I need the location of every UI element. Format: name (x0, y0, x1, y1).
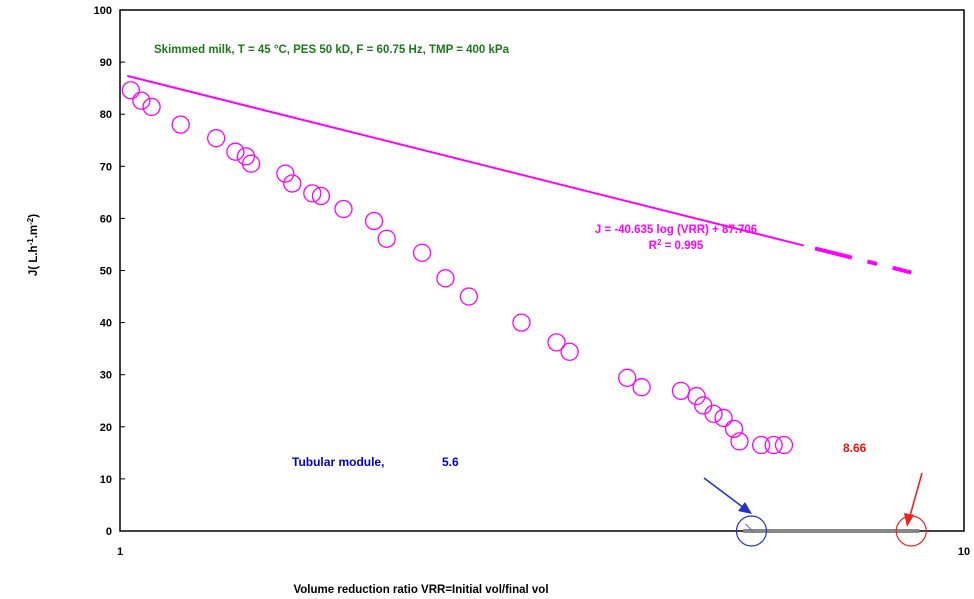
data-point (207, 129, 226, 148)
module-value: 5.6 (442, 455, 459, 469)
fit-r-squared: R2 = 0.995 (649, 238, 704, 252)
data-point (724, 419, 744, 439)
data-point (547, 333, 566, 352)
data-point (241, 154, 261, 173)
data-point (764, 435, 783, 455)
x-axis-label: Volume reduction ratio VRR=Initial vol/f… (293, 584, 548, 596)
data-point (364, 211, 384, 231)
zero-point-module (735, 515, 768, 547)
data-point (704, 404, 723, 423)
y-axis-ticks: 0 10 20 30 40 50 60 70 80 90 100 (94, 5, 125, 538)
y-tick-label: 60 (100, 213, 112, 225)
y-label-part-2: .m (28, 225, 40, 238)
y-label-sup-1: -1 (26, 238, 35, 246)
r2-superscript: 2 (657, 238, 662, 247)
data-point (687, 386, 706, 406)
arrow-module-head (738, 502, 752, 514)
chart-title: Skimmed milk, T = 45 °C, PES 50 kD, F = … (154, 44, 510, 56)
data-point (276, 164, 295, 183)
data-point (714, 408, 733, 428)
data-point (311, 186, 331, 206)
data-point (132, 91, 151, 110)
y-tick-label: 90 (100, 57, 112, 69)
y-tick-label: 80 (100, 109, 112, 121)
x-axis-ticks: 1 10 (117, 546, 970, 558)
data-point (512, 313, 531, 332)
data-points (121, 81, 794, 455)
y-label-part-1: J( L.h (28, 245, 40, 276)
data-point (694, 396, 713, 415)
data-point (303, 184, 322, 203)
y-axis-label: J( L.h-1.m-2) (26, 214, 40, 276)
extrapolated-value: 8.66 (843, 441, 867, 455)
fit-line (127, 74, 805, 247)
arrow-extrapolated (909, 472, 923, 517)
data-point (436, 269, 455, 288)
y-label-part-3: ) (28, 214, 40, 218)
y-tick-label: 10 (100, 474, 112, 486)
y-tick-label: 30 (100, 370, 112, 382)
data-point (377, 229, 396, 248)
data-point (752, 435, 771, 455)
zero-point-module-tick (745, 523, 754, 533)
fit-extrapolation (814, 246, 912, 275)
data-point (459, 287, 478, 306)
data-point (412, 243, 432, 262)
data-point (671, 381, 691, 401)
y-tick-label: 100 (94, 5, 112, 17)
y-tick-label: 0 (106, 526, 112, 538)
data-point (774, 435, 794, 455)
data-point (560, 342, 579, 361)
x-tick-label: 1 (117, 546, 123, 558)
data-point (618, 368, 637, 387)
data-point (632, 378, 651, 397)
y-tick-label: 70 (100, 161, 112, 173)
plot-frame (119, 9, 965, 532)
data-point (283, 174, 302, 193)
module-label: Tubular module, (292, 455, 384, 469)
data-point (142, 97, 161, 117)
arrow-module (703, 477, 745, 509)
data-point (121, 81, 140, 100)
data-point (226, 142, 245, 161)
y-tick-label: 20 (100, 422, 112, 434)
data-point (334, 199, 353, 219)
data-point (171, 115, 190, 134)
x-tick-label: 10 (958, 546, 970, 558)
data-point (730, 432, 749, 451)
y-tick-label: 50 (100, 266, 112, 278)
y-tick-label: 40 (100, 318, 112, 330)
r2-label: R (649, 240, 658, 252)
arrow-extrapolated-head (904, 513, 914, 527)
r2-value: = 0.995 (661, 240, 703, 252)
fit-equation: J = -40.635 log (VRR) + 87.706 (595, 224, 757, 236)
y-label-sup-2: -2 (26, 217, 35, 225)
